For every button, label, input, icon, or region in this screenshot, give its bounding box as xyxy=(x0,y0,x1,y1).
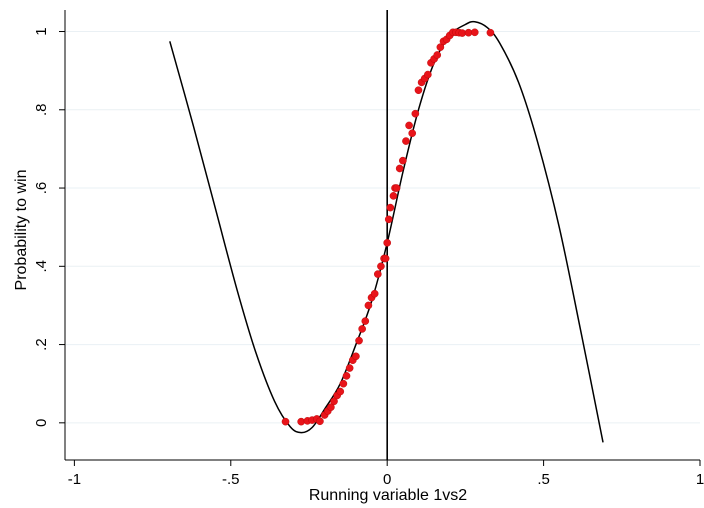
y-tick-label: 0 xyxy=(33,419,50,427)
data-point xyxy=(433,51,442,59)
data-point xyxy=(424,70,432,79)
data-point xyxy=(297,417,305,426)
data-point xyxy=(345,364,354,372)
data-point xyxy=(342,372,351,380)
data-point xyxy=(408,129,417,138)
axes xyxy=(64,10,700,461)
data-point xyxy=(405,121,413,130)
y-tick-label: .4 xyxy=(33,260,50,273)
data-point xyxy=(384,215,393,224)
data-points-group xyxy=(281,28,495,426)
y-tick-label: .2 xyxy=(33,338,50,351)
data-point xyxy=(402,137,410,145)
x-axis-title: Running variable 1vs2 xyxy=(309,487,467,504)
data-point xyxy=(361,317,370,325)
data-point xyxy=(355,336,363,345)
data-point xyxy=(411,109,420,118)
data-point xyxy=(358,325,366,333)
x-ticks: -1 -.5 0 .5 1 xyxy=(68,460,704,488)
x-tick-label: -.5 xyxy=(222,471,240,488)
data-point xyxy=(281,417,290,426)
y-tick-label: 1 xyxy=(33,27,50,35)
data-point xyxy=(392,184,401,192)
data-point xyxy=(352,352,360,361)
data-point xyxy=(370,289,379,298)
data-point xyxy=(377,262,385,271)
data-point xyxy=(364,301,373,310)
data-point xyxy=(386,203,395,212)
x-tick-label: -1 xyxy=(68,471,81,488)
data-point xyxy=(389,192,398,200)
x-tick-label: .5 xyxy=(537,471,550,488)
x-tick-label: 0 xyxy=(383,471,391,488)
data-point xyxy=(330,397,338,406)
y-tick-label: .6 xyxy=(33,182,50,195)
x-tick-label: 1 xyxy=(696,471,704,488)
y-ticks: 0 .2 .4 .6 .8 1 xyxy=(33,27,65,427)
data-point xyxy=(327,403,335,411)
data-point xyxy=(336,387,345,396)
data-point xyxy=(414,86,423,95)
data-point xyxy=(395,164,404,173)
fit-curve-group xyxy=(169,20,604,443)
data-point xyxy=(436,43,445,51)
data-point xyxy=(374,270,382,278)
y-axis-title: Probability to win xyxy=(13,170,30,291)
data-point xyxy=(470,28,479,37)
data-point xyxy=(316,417,324,426)
data-point xyxy=(383,239,391,247)
data-point xyxy=(339,379,348,388)
data-point xyxy=(486,28,495,37)
data-point xyxy=(381,254,390,263)
data-point xyxy=(399,156,407,165)
fit-curve xyxy=(169,20,604,443)
y-tick-label: .8 xyxy=(33,104,50,117)
